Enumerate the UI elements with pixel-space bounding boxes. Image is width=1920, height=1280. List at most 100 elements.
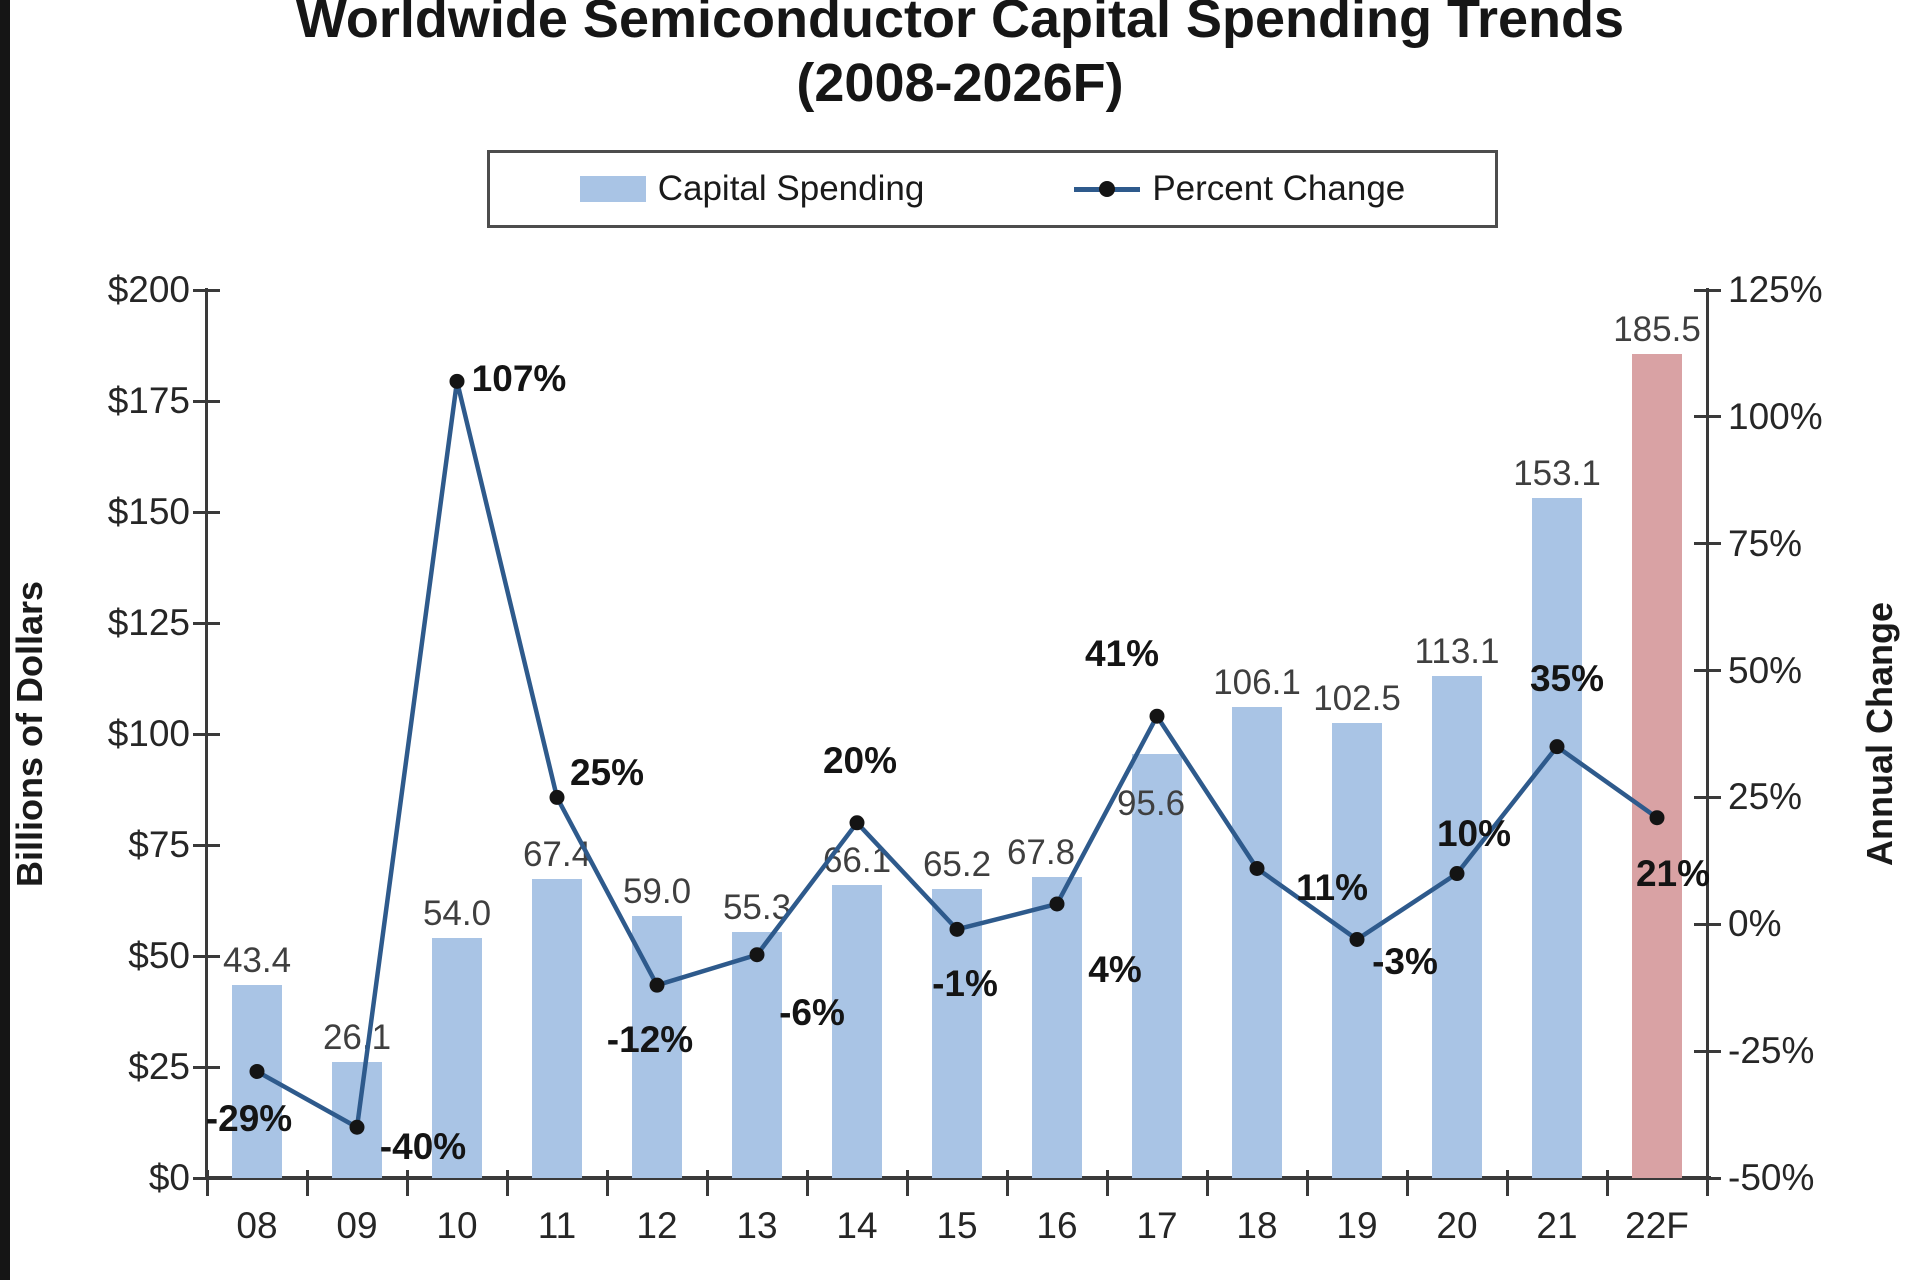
bar <box>1432 675 1482 1178</box>
x-axis-category-label: 18 <box>1236 1205 1278 1246</box>
left-axis-tick <box>193 954 220 958</box>
left-axis-tick <box>193 288 220 292</box>
capital-spending-swatch-icon <box>579 176 646 202</box>
legend-label-capital-spending: Capital Spending <box>657 169 925 208</box>
percent-change-label: 25% <box>569 752 645 794</box>
x-axis-category-label: 13 <box>736 1205 778 1246</box>
percent-change-label: -29% <box>205 1098 293 1140</box>
left-axis-tick-label: $50 <box>128 935 190 976</box>
x-axis-tick <box>305 1170 309 1196</box>
x-axis-tick <box>1605 1170 1609 1196</box>
right-axis-tick-label: 0% <box>1728 903 1782 945</box>
bar-value-label: 66.1 <box>822 840 892 880</box>
percent-change-label: -1% <box>932 963 998 1005</box>
page-left-border <box>0 0 10 1280</box>
right-axis-title: Annual Change <box>1859 601 1900 867</box>
right-axis-tick-label: 25% <box>1728 776 1803 818</box>
x-axis-category-label: 22F <box>1625 1205 1689 1246</box>
x-axis-category-label: 17 <box>1136 1205 1178 1246</box>
legend-label-percent-change: Percent Change <box>1152 169 1406 208</box>
left-axis-title: Billions of Dollars <box>9 580 50 888</box>
left-axis-tick-label: $0 <box>148 1157 190 1198</box>
x-axis-category-label: 14 <box>836 1205 878 1246</box>
line-marker <box>449 373 465 389</box>
percent-change-label: -3% <box>1372 940 1438 982</box>
chart-title-line1: Worldwide Semiconductor Capital Spending… <box>295 0 1625 49</box>
forecast-bar <box>1632 354 1682 1178</box>
percent-change-swatch-icon <box>1074 176 1141 202</box>
left-axis-tick <box>193 399 220 403</box>
bar <box>532 878 582 1178</box>
x-axis-category-label: 20 <box>1436 1205 1478 1246</box>
x-axis-tick <box>1105 1170 1109 1196</box>
left-axis-tick-label: $75 <box>128 824 190 865</box>
x-axis-category-label: 16 <box>1036 1205 1078 1246</box>
percent-change-label: -12% <box>606 1019 694 1061</box>
bar-value-label: 153.1 <box>1513 454 1601 494</box>
bar-value-label: 55.3 <box>722 888 792 928</box>
bar <box>332 1062 382 1178</box>
right-axis-tick-label: -50% <box>1728 1157 1815 1198</box>
x-axis-category-label: 19 <box>1336 1205 1378 1246</box>
left-axis-tick-label: $150 <box>107 491 190 532</box>
percent-change-label: 41% <box>1084 633 1160 675</box>
left-axis-tick-label: $100 <box>107 713 190 754</box>
x-axis-tick <box>1505 1170 1509 1196</box>
right-axis-tick <box>1694 922 1721 926</box>
x-axis-category-label: 21 <box>1536 1205 1578 1246</box>
x-axis-tick <box>705 1170 709 1196</box>
bar-value-label: 54.0 <box>422 894 492 934</box>
left-axis-tick <box>193 843 220 847</box>
left-axis-tick-label: $125 <box>107 602 190 643</box>
right-axis-tick <box>1694 1049 1721 1053</box>
bar-value-label: 113.1 <box>1414 631 1500 671</box>
legend: Capital Spending Percent Change <box>487 150 1498 228</box>
bar <box>932 888 982 1178</box>
right-axis-tick-label: 75% <box>1728 522 1803 564</box>
x-axis-tick <box>205 1170 209 1196</box>
bar-value-label: 67.8 <box>1006 832 1076 872</box>
x-axis-category-label: 11 <box>537 1205 577 1246</box>
x-axis-tick <box>805 1170 809 1196</box>
right-axis <box>1706 288 1709 1180</box>
right-axis-tick-label: 125% <box>1728 269 1823 310</box>
left-axis-tick-label: $200 <box>107 269 190 310</box>
x-axis <box>205 1176 1711 1180</box>
x-axis-tick <box>905 1170 909 1196</box>
percent-change-label: 11% <box>1295 867 1369 909</box>
left-axis-tick-label: $25 <box>128 1046 190 1087</box>
x-axis-tick <box>505 1170 509 1196</box>
bar-value-label: 102.5 <box>1313 678 1401 718</box>
bar-value-label: 185.5 <box>1613 310 1701 350</box>
x-axis-tick <box>1305 1170 1309 1196</box>
right-axis-tick-label: -25% <box>1728 1030 1815 1072</box>
x-axis-tick <box>405 1170 409 1196</box>
left-axis-tick <box>193 1065 220 1069</box>
bar-value-label: 106.1 <box>1213 662 1301 702</box>
percent-change-label: -6% <box>779 991 845 1033</box>
line-marker <box>1149 708 1165 724</box>
right-axis-tick-label: 100% <box>1728 395 1823 437</box>
x-axis-tick <box>1705 1170 1709 1196</box>
percent-change-label: 107% <box>471 358 567 400</box>
legend-item-percent-change: Percent Change <box>1074 169 1405 209</box>
percent-change-label: 35% <box>1529 657 1605 699</box>
right-axis-tick <box>1694 795 1721 799</box>
chart-title: Worldwide Semiconductor Capital Spending… <box>0 0 1920 115</box>
left-axis-tick <box>193 510 220 514</box>
percent-change-label: 21% <box>1635 852 1711 894</box>
bar-value-label: 26.1 <box>322 1018 392 1058</box>
bar <box>1532 498 1582 1178</box>
bar-value-label: 65.2 <box>922 844 992 884</box>
bar <box>1232 706 1282 1178</box>
x-axis-category-label: 09 <box>336 1205 378 1246</box>
left-axis-tick <box>193 732 220 736</box>
bar-value-label: 67.4 <box>522 834 592 874</box>
legend-item-capital-spending: Capital Spending <box>579 169 925 209</box>
percent-change-label: 20% <box>822 739 898 781</box>
right-axis-tick <box>1694 415 1721 419</box>
x-axis-tick <box>1005 1170 1009 1196</box>
right-axis-tick-label: 50% <box>1728 649 1803 691</box>
chart-title-line2: (2008-2026F) <box>796 52 1124 113</box>
